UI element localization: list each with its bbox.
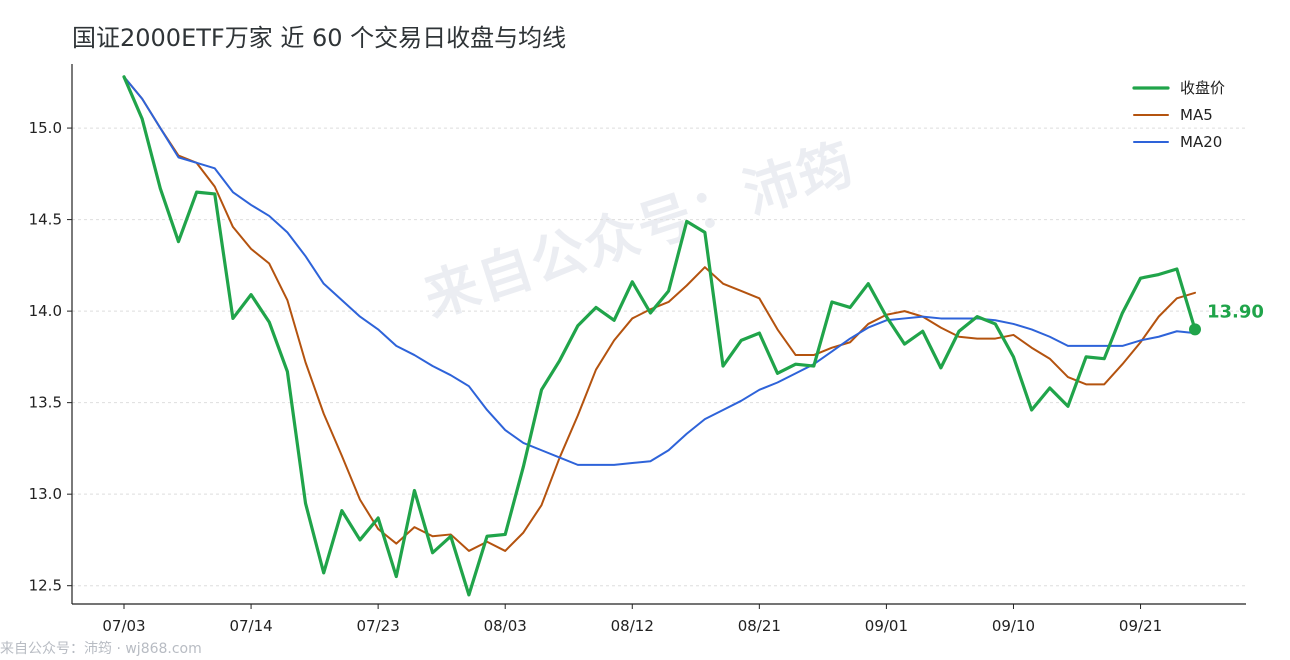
chart-title: 国证2000ETF万家 近 60 个交易日收盘与均线 <box>72 24 567 52</box>
legend-item: MA5 <box>1133 106 1213 124</box>
legend-label: 收盘价 <box>1180 79 1225 97</box>
x-tick-label: 09/21 <box>1119 617 1162 635</box>
y-tick-label: 15.0 <box>29 119 62 137</box>
y-tick-label: 14.0 <box>29 302 62 320</box>
x-tick-label: 07/23 <box>357 617 400 635</box>
series-layer <box>122 75 1197 597</box>
x-tick-label: 09/01 <box>865 617 908 635</box>
source-footer: 来自公众号：沛筠 · wj868.com <box>0 641 202 657</box>
grid-layer <box>72 127 1246 587</box>
legend: 收盘价 MA5 MA20 <box>1132 79 1225 151</box>
ma20-line <box>123 75 1196 466</box>
last-close-point <box>1189 323 1201 336</box>
ma5-line <box>123 75 1196 552</box>
x-tick-label: 08/03 <box>484 617 527 635</box>
x-tick-label: 08/21 <box>738 617 781 635</box>
legend-item: MA20 <box>1133 133 1222 151</box>
y-tick-label: 13.0 <box>29 485 62 503</box>
close-price-line <box>122 75 1197 597</box>
watermark-layer: 来自公众号：沛筠 <box>417 131 863 329</box>
x-tick-label: 08/12 <box>611 617 654 635</box>
last-close-label: 13.90 <box>1207 301 1264 322</box>
y-tick-label: 12.5 <box>29 577 62 595</box>
legend-label: MA20 <box>1180 133 1222 151</box>
y-tick-label: 13.5 <box>29 394 62 412</box>
y-tick-label: 14.5 <box>29 211 62 229</box>
axes-layer: 12.5 13.0 13.5 14.0 14.5 15.0 07/03 07/14 07/23 0… <box>29 64 1246 635</box>
x-tick-label: 07/14 <box>229 617 272 635</box>
x-tick-label: 09/10 <box>992 617 1035 635</box>
legend-label: MA5 <box>1180 106 1213 124</box>
legend-item: 收盘价 <box>1132 79 1225 97</box>
watermark-text: 来自公众号：沛筠 <box>417 131 863 329</box>
labels-layer: 13.90 <box>1189 301 1264 336</box>
x-tick-label: 07/03 <box>102 617 145 635</box>
